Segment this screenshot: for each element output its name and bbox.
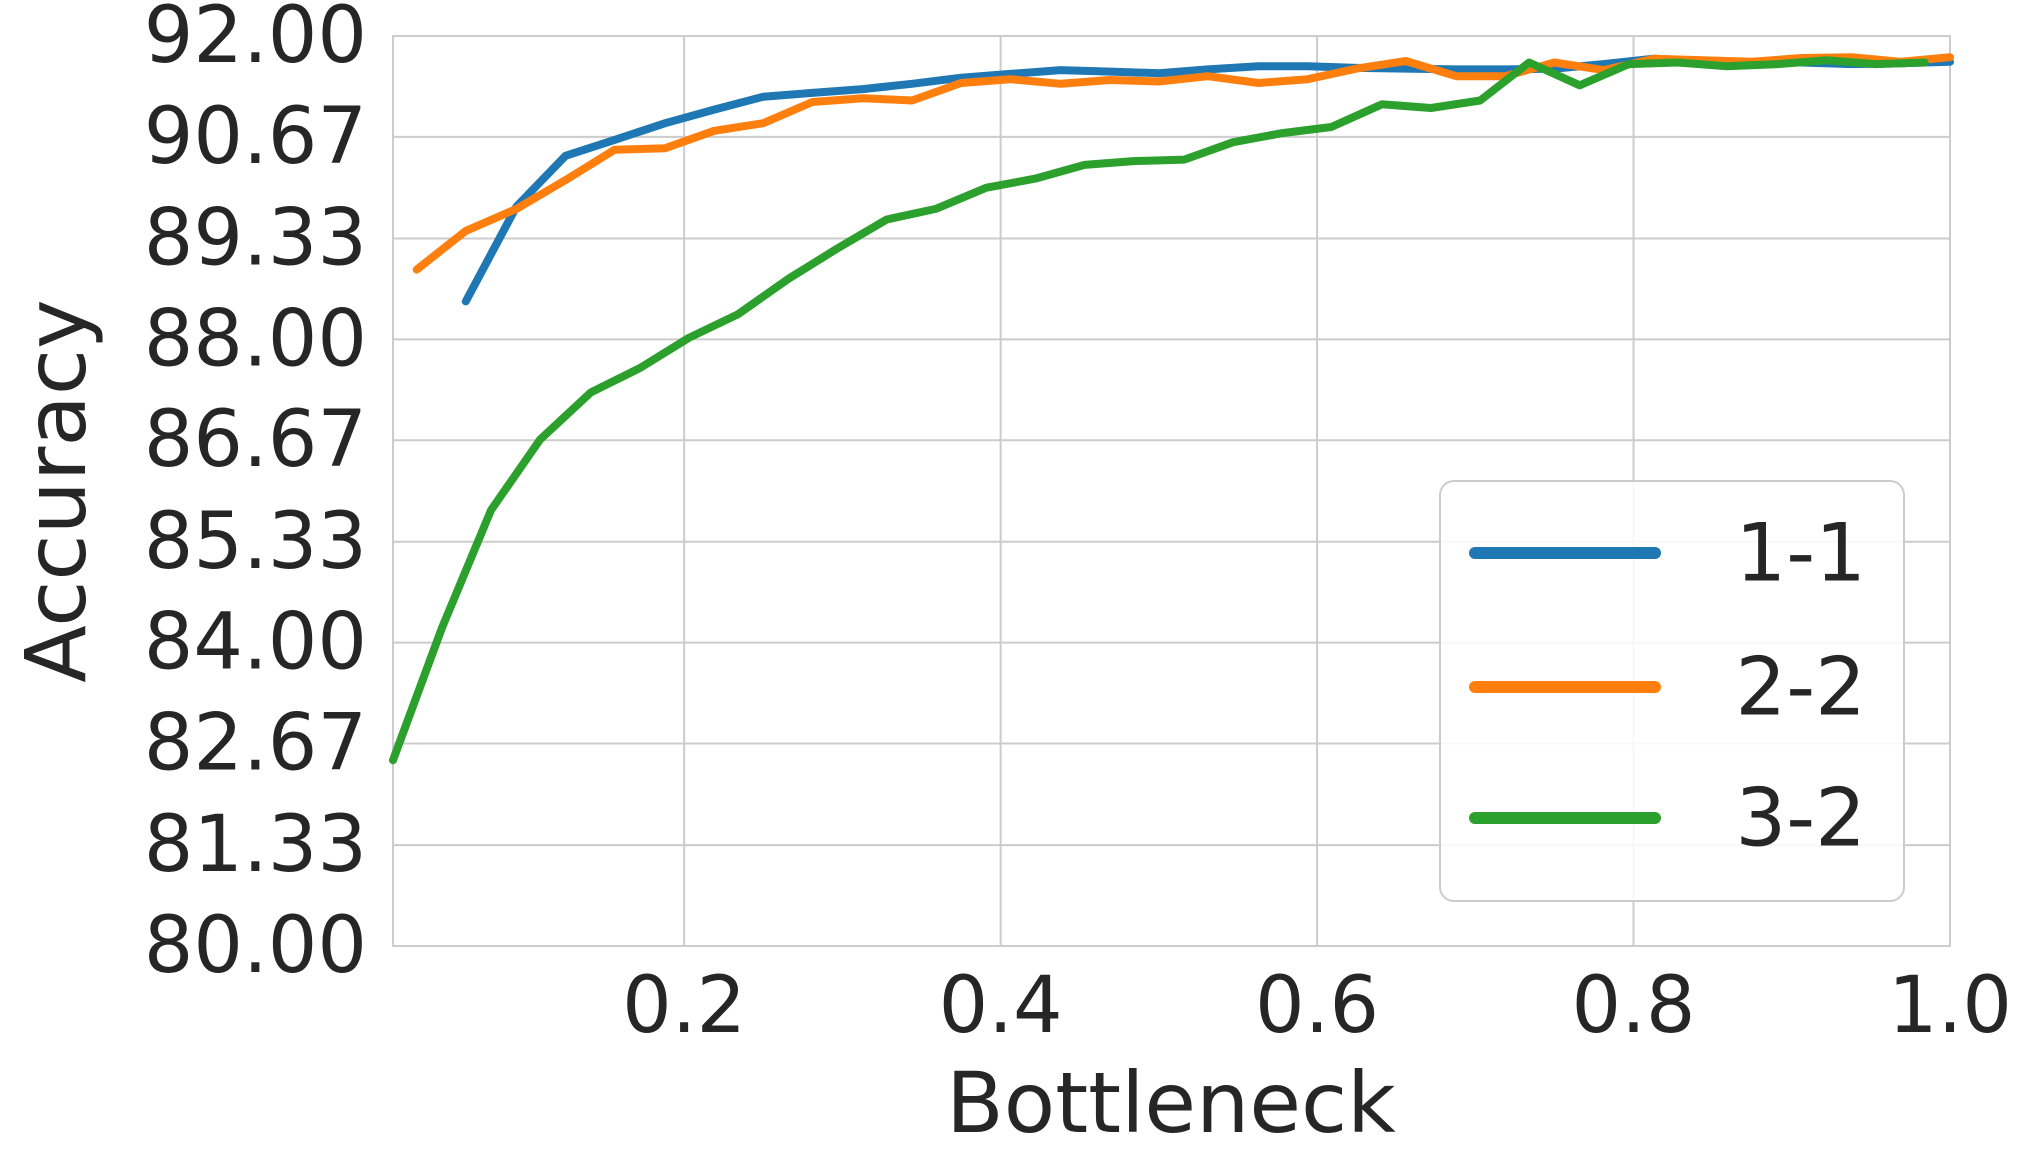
- y-tick-labels: 80.00 81.33 82.67 84.00 85.33 86.67 88.00 89.33…: [144, 0, 367, 991]
- legend-item: 3-2: [1469, 772, 1866, 865]
- legend-label: 3-2: [1735, 772, 1866, 865]
- y-axis-label: Accuracy: [7, 299, 105, 683]
- y-tick-label: 82.67: [144, 699, 367, 789]
- x-tick-label: 0.2: [622, 961, 746, 1051]
- legend-box: [1439, 480, 1905, 902]
- y-tick-label: 86.67: [144, 395, 367, 485]
- legend: 1-1 2-2 3-2: [1439, 480, 1905, 902]
- y-tick-label: 90.67: [144, 92, 367, 182]
- legend-items: 1-1 2-2 3-2: [1469, 507, 1866, 865]
- x-tick-label: 1.0: [1888, 961, 2012, 1051]
- x-axis-label: Bottleneck: [946, 1054, 1396, 1152]
- legend-label: 1-1: [1735, 507, 1866, 600]
- y-tick-label: 81.33: [144, 800, 367, 890]
- y-tick-label: 92.00: [144, 0, 367, 81]
- y-tick-label: 89.33: [144, 193, 367, 283]
- legend-item: 1-1: [1469, 507, 1866, 600]
- x-tick-label: 0.6: [1255, 961, 1379, 1051]
- x-tick-label: 0.8: [1572, 961, 1696, 1051]
- legend-label: 2-2: [1735, 641, 1866, 734]
- y-tick-label: 88.00: [144, 294, 367, 384]
- legend-item: 2-2: [1469, 641, 1866, 734]
- series-line-3-2: [389, 56, 1929, 765]
- y-tick-label: 84.00: [144, 598, 367, 688]
- y-tick-label: 80.00: [144, 901, 367, 991]
- series-lines: [389, 53, 1954, 765]
- x-tick-labels: 0.2 0.4 0.6 0.8 1.0: [622, 961, 2012, 1051]
- grid: [393, 35, 1951, 947]
- y-tick-label: 85.33: [144, 497, 367, 587]
- x-tick-label: 0.4: [939, 961, 1063, 1051]
